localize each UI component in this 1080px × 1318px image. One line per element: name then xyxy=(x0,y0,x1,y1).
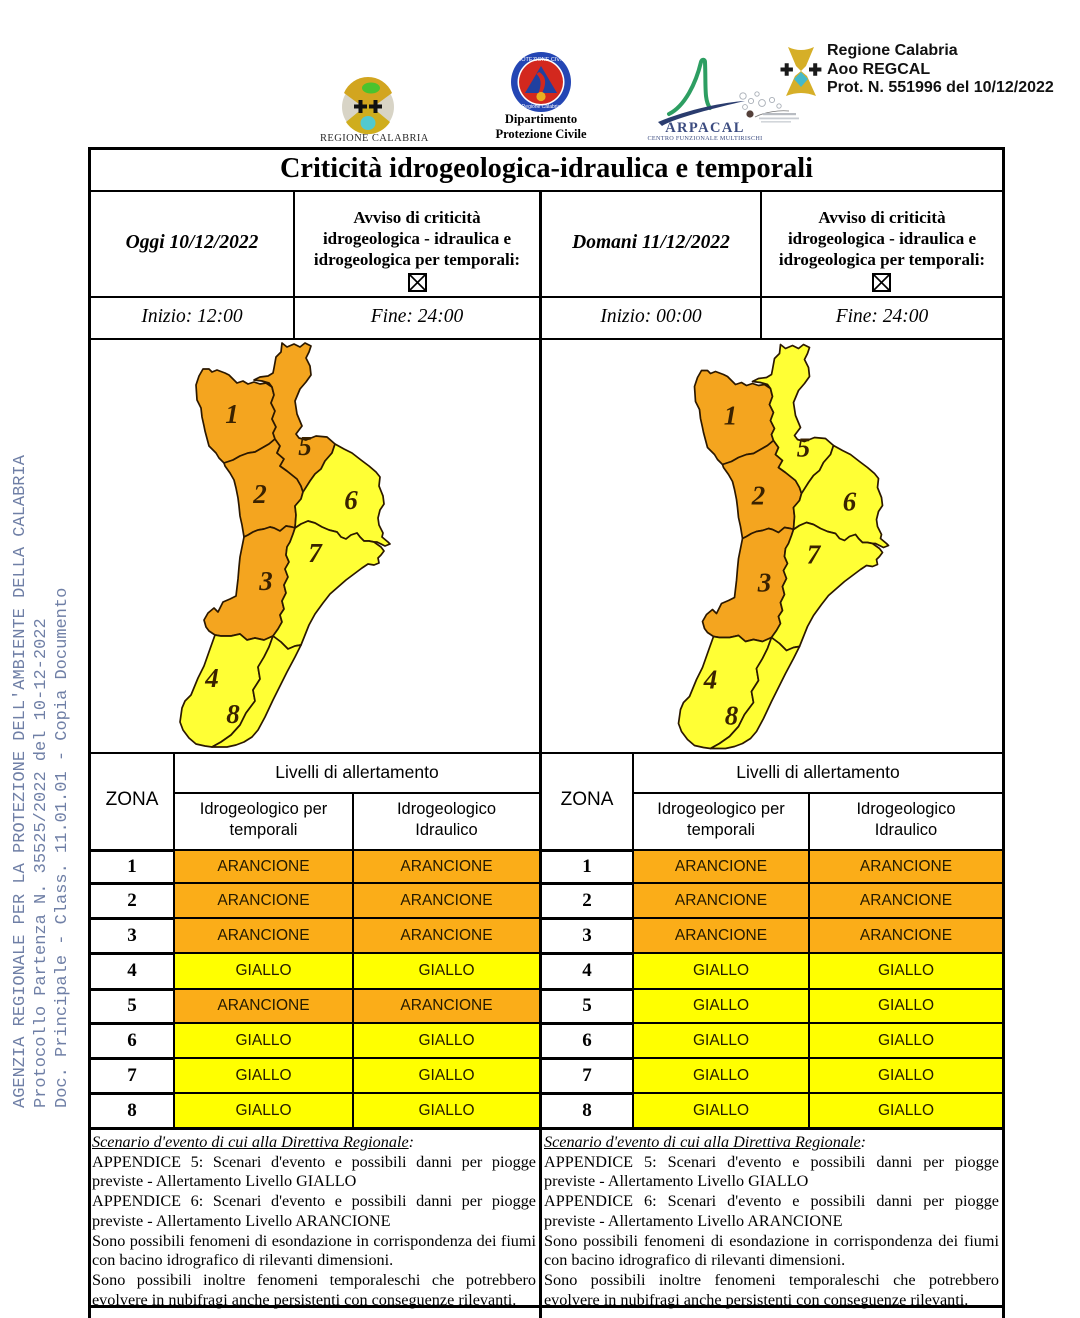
svg-text:ARPACAL: ARPACAL xyxy=(665,120,745,136)
svg-text:CENTRO FUNZIONALE MULTIRISCHI: CENTRO FUNZIONALE MULTIRISCHI xyxy=(647,135,762,142)
svg-text:PROTEZIONE CIVILE: PROTEZIONE CIVILE xyxy=(514,57,569,63)
svg-text:Regione Calabria: Regione Calabria xyxy=(522,104,561,110)
